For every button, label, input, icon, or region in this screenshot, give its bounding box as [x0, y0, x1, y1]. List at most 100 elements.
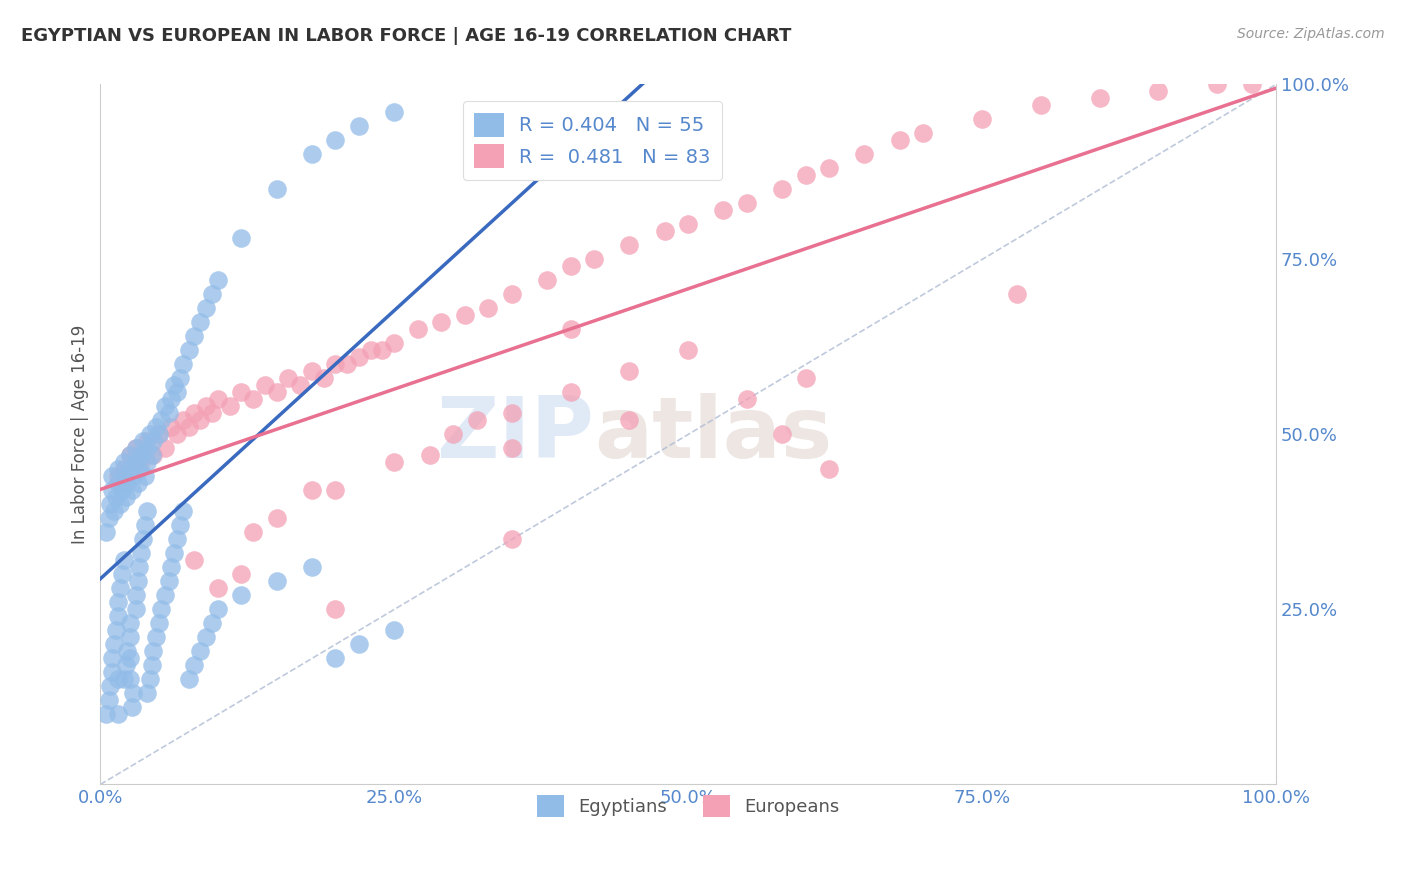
Point [1029, 98, 1052, 112]
Point [124, 455, 146, 469]
Point [501, 287, 523, 301]
Point [166, 385, 188, 400]
Text: atlas: atlas [595, 393, 832, 476]
Point [477, 301, 499, 316]
Text: ZIP: ZIP [436, 393, 595, 476]
Point [619, 238, 641, 252]
Point [301, 147, 323, 161]
Point [112, 469, 135, 483]
Point [122, 469, 145, 483]
Point [101, 665, 124, 680]
Point [118, 462, 141, 476]
Point [160, 420, 183, 434]
Point [242, 392, 264, 407]
Point [583, 252, 606, 267]
Point [231, 385, 253, 400]
Point [121, 483, 143, 498]
Point [131, 533, 153, 547]
Point [97, 693, 120, 707]
Point [136, 686, 159, 700]
Point [183, 658, 205, 673]
Point [124, 602, 146, 616]
Point [301, 364, 323, 378]
Point [138, 427, 160, 442]
Point [118, 449, 141, 463]
Point [207, 392, 229, 407]
Point [735, 196, 758, 211]
Y-axis label: In Labor Force | Age 16-19: In Labor Force | Age 16-19 [72, 325, 89, 544]
Point [124, 442, 146, 456]
Point [195, 301, 218, 316]
Point [166, 427, 188, 442]
Point [560, 260, 582, 274]
Point [371, 343, 394, 358]
Point [103, 637, 125, 651]
Point [912, 127, 935, 141]
Point [207, 273, 229, 287]
Point [312, 371, 335, 385]
Point [347, 120, 370, 134]
Point [107, 476, 129, 491]
Point [131, 546, 153, 560]
Point [177, 343, 200, 358]
Point [97, 511, 120, 525]
Point [560, 322, 582, 336]
Point [770, 182, 793, 196]
Point [131, 434, 153, 449]
Point [96, 525, 118, 540]
Point [347, 351, 370, 365]
Point [118, 616, 141, 631]
Point [122, 686, 145, 700]
Point [153, 400, 176, 414]
Point [112, 455, 135, 469]
Point [1147, 85, 1170, 99]
Point [382, 336, 405, 351]
Point [325, 483, 347, 498]
Point [195, 400, 218, 414]
Point [266, 511, 288, 525]
Point [169, 371, 191, 385]
Point [188, 644, 211, 658]
Point [128, 560, 150, 574]
Point [150, 602, 173, 616]
Text: Source: ZipAtlas.com: Source: ZipAtlas.com [1237, 27, 1385, 41]
Point [360, 343, 382, 358]
Point [145, 420, 167, 434]
Point [853, 147, 876, 161]
Point [418, 449, 440, 463]
Point [157, 574, 180, 589]
Point [1007, 287, 1029, 301]
Point [101, 483, 124, 498]
Point [107, 462, 129, 476]
Point [148, 616, 170, 631]
Point [141, 658, 163, 673]
Point [131, 449, 153, 463]
Point [127, 574, 149, 589]
Point [172, 504, 194, 518]
Point [127, 476, 149, 491]
Point [148, 427, 170, 442]
Point [177, 673, 200, 687]
Point [325, 358, 347, 372]
Point [153, 442, 176, 456]
Point [183, 553, 205, 567]
Point [128, 462, 150, 476]
Point [96, 707, 118, 722]
Point [430, 315, 453, 329]
Point [136, 434, 159, 449]
Point [118, 449, 141, 463]
Point [1088, 91, 1111, 105]
Point [136, 455, 159, 469]
Point [619, 413, 641, 427]
Point [195, 631, 218, 645]
Point [277, 371, 299, 385]
Point [266, 385, 288, 400]
Point [103, 504, 125, 518]
Point [201, 287, 224, 301]
Point [153, 589, 176, 603]
Point [138, 673, 160, 687]
Point [134, 518, 156, 533]
Point [118, 651, 141, 665]
Point [382, 455, 405, 469]
Point [107, 609, 129, 624]
